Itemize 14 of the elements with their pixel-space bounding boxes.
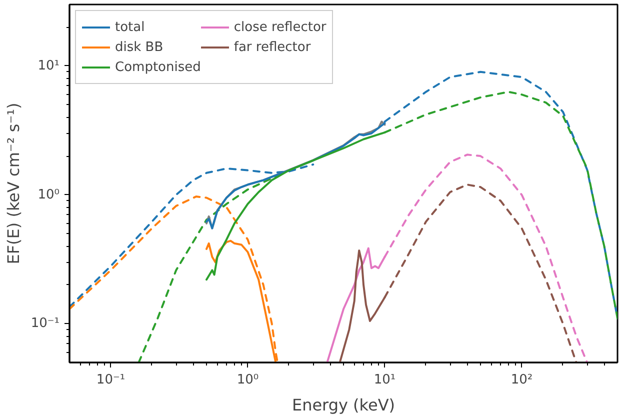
x-tick-label: 10²	[510, 372, 533, 388]
legend-label: disk BB	[115, 40, 164, 54]
x-tick-label: 10⁻¹	[96, 372, 126, 388]
legend-label: total	[115, 20, 145, 34]
x-tick-label: 10¹	[374, 372, 396, 388]
legend-label: Comptonised	[115, 60, 201, 74]
y-tick-label: 10⁻¹	[30, 316, 60, 332]
x-tick-label: 10⁰	[236, 372, 259, 388]
y-axis-title: EF(E) (keV cm⁻² s⁻¹)	[4, 102, 23, 264]
y-tick-label: 10¹	[38, 58, 60, 74]
x-axis-title: Energy (keV)	[292, 396, 396, 414]
legend-label: far reflector	[234, 40, 311, 54]
legend-label: close reflector	[234, 20, 326, 34]
y-tick-label: 10⁰	[38, 187, 60, 202]
